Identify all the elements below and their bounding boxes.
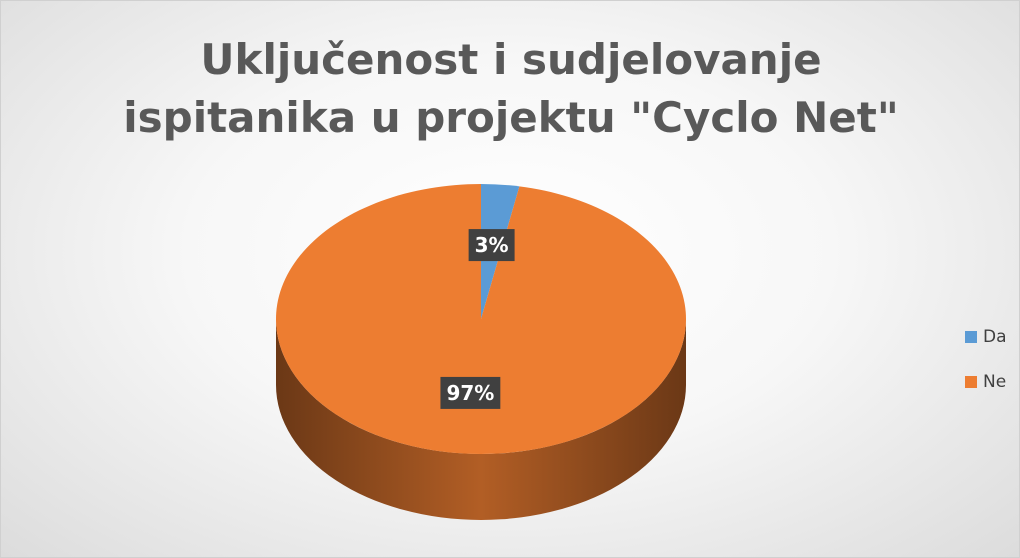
data-label-text: 3% <box>475 233 509 257</box>
legend-swatch <box>965 331 977 343</box>
legend-label: Da <box>983 327 1007 347</box>
data-label-box <box>468 229 515 262</box>
pie-sides <box>276 319 686 520</box>
data-label-text: 97% <box>446 381 494 405</box>
slice <box>275 184 686 454</box>
chart-title: Uključenost i sudjelovanje ispitanika u … <box>123 35 899 142</box>
slice-side <box>276 319 686 520</box>
data-label-box <box>440 376 501 409</box>
legend-swatch <box>965 376 977 388</box>
data-label: 97% <box>440 376 501 409</box>
data-label: 3% <box>468 229 515 262</box>
legend-label: Ne <box>983 372 1006 392</box>
